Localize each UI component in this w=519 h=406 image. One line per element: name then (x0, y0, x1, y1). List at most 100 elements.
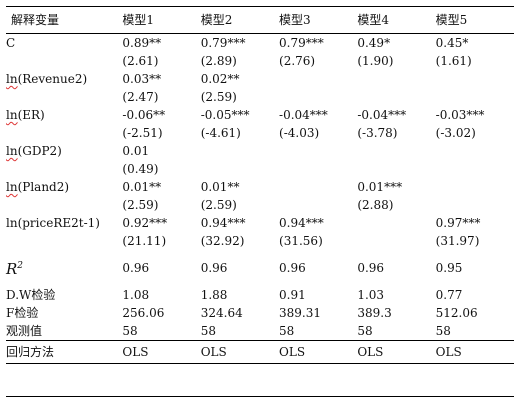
dw-cell: 1.88 (200, 288, 228, 302)
obs-cell: 58 (435, 324, 451, 338)
blank-label-cell (6, 196, 122, 214)
t-stat-cell: (2.61) (122, 54, 159, 68)
method-cell: OLS (435, 340, 514, 364)
r-squared-letter: R (6, 260, 18, 278)
variable-label-prefix: ln (6, 180, 18, 194)
variable-label-rest: (ER) (17, 108, 45, 122)
table-row: (0.49) (6, 160, 514, 178)
coefficient-cell: 0.49* (357, 36, 391, 50)
table-row: ln(Revenue2) 0.03** 0.02** (6, 70, 514, 88)
r-squared-cell: 0.96 (357, 261, 385, 275)
table-body: C 0.89** 0.79*** 0.79*** 0.49* 0.45* (2.61) (2.… (6, 34, 514, 364)
t-stat-cell (436, 196, 514, 214)
coefficient-cell: 0.01** (122, 180, 162, 194)
f-row: F检验 256.06 324.64 389.31 389.3 512.06 (6, 304, 514, 322)
coefficient-cell: -0.03*** (435, 108, 485, 122)
r-squared-row: R2 0.96 0.96 0.96 0.96 0.95 (6, 250, 514, 286)
t-stat-cell: (0.49) (122, 162, 159, 176)
coefficient-cell: 0.03** (122, 72, 162, 86)
variable-label: ln(ER) (6, 106, 122, 124)
table-row: ln(GDP2) 0.01 (6, 142, 514, 160)
variable-label: ln(Revenue2) (6, 70, 122, 88)
coefficient-cell: 0.02** (200, 72, 240, 86)
t-stat-cell: (2.59) (200, 90, 237, 104)
t-stat-cell: (32.92) (200, 234, 245, 248)
t-stat-cell (436, 160, 514, 178)
coefficient-cell: -0.05*** (200, 108, 250, 122)
variable-label-prefix: ln (6, 72, 18, 86)
table-row: ln(ER) -0.06** -0.05*** -0.04*** -0.04*** -0.… (6, 106, 514, 124)
variable-label: ln(Pland2) (6, 178, 122, 196)
method-label: 回归方法 (6, 340, 123, 364)
f-cell: 389.31 (279, 306, 322, 320)
coefficient-cell: 0.94*** (279, 216, 324, 230)
table-row: (2.61) (2.89) (2.76) (1.90) (1.61) (6, 52, 514, 70)
t-stat-cell: (-4.03) (279, 126, 320, 140)
f-label: F检验 (6, 306, 39, 320)
coefficient-cell: 0.92*** (122, 216, 168, 230)
coefficient-cell (279, 178, 357, 196)
t-stat-cell: (2.59) (200, 198, 237, 212)
header-model-3: 模型3 (279, 6, 358, 34)
coefficient-cell: 0.79*** (200, 36, 246, 50)
method-cell: OLS (122, 340, 201, 364)
t-stat-cell: (21.11) (122, 234, 167, 248)
f-cell: 324.64 (200, 306, 243, 320)
variable-label: ln(priceRE2t-1) (6, 216, 100, 230)
variable-label: ln(GDP2) (6, 142, 122, 160)
variable-label-rest: (GDP2) (17, 144, 62, 158)
blank-label-cell (6, 88, 122, 106)
t-stat-cell: (-3.78) (357, 126, 398, 140)
coefficient-cell (436, 70, 514, 88)
method-row: 回归方法 OLS OLS OLS OLS OLS (6, 340, 514, 364)
t-stat-cell: (1.90) (357, 54, 394, 68)
coefficient-cell: -0.06** (122, 108, 166, 122)
coefficient-cell (357, 214, 435, 232)
coefficient-cell: -0.04*** (279, 108, 328, 122)
f-cell: 389.3 (357, 306, 392, 320)
coefficient-cell (357, 142, 435, 160)
r-squared-cell: 0.96 (279, 261, 306, 275)
variable-label-prefix: ln (6, 108, 18, 122)
header-variable-label: 解释变量 (6, 6, 123, 34)
table-row: ln(Pland2) 0.01** 0.01** 0.01*** (6, 178, 514, 196)
dw-label: D.W检验 (6, 288, 56, 302)
method-cell: OLS (357, 340, 436, 364)
t-stat-cell (279, 196, 357, 214)
coefficient-cell: 0.89** (122, 36, 162, 50)
table-row: (21.11) (32.92) (31.56) (31.97) (6, 232, 514, 250)
t-stat-cell: (-3.02) (435, 126, 476, 140)
table-row: (-2.51) (-4.61) (-4.03) (-3.78) (-3.02) (6, 124, 514, 142)
dw-row: D.W检验 1.08 1.88 0.91 1.03 0.77 (6, 286, 514, 304)
coefficient-cell: 0.01** (200, 180, 240, 194)
coefficient-cell: 0.97*** (435, 216, 481, 230)
coefficient-cell (357, 70, 435, 88)
table-row: ln(priceRE2t-1) 0.92*** 0.94*** 0.94*** 0.97… (6, 214, 514, 232)
r-squared-cell: 0.95 (435, 261, 463, 275)
regression-table: 解释变量 模型1 模型2 模型3 模型4 模型5 C 0.89** 0.79*** 0… (6, 6, 514, 364)
blank-label-cell (6, 232, 122, 250)
header-model-4: 模型4 (357, 6, 436, 34)
obs-cell: 58 (200, 324, 216, 338)
t-stat-cell (436, 88, 514, 106)
t-stat-cell (279, 160, 357, 178)
coefficient-cell: -0.04*** (357, 108, 407, 122)
obs-cell: 58 (279, 324, 295, 338)
table-row: (2.59) (2.59) (2.88) (6, 196, 514, 214)
t-stat-cell: (2.59) (122, 198, 159, 212)
header-model-5: 模型5 (435, 6, 514, 34)
coefficient-cell: 0.79*** (279, 36, 324, 50)
blank-label-cell (6, 52, 122, 70)
table-row: (2.47) (2.59) (6, 88, 514, 106)
coefficient-cell: 0.01*** (357, 180, 403, 194)
t-stat-cell: (1.61) (435, 54, 472, 68)
bottom-rule (6, 396, 514, 397)
t-stat-cell (201, 160, 279, 178)
variable-label: C (6, 36, 16, 50)
variable-label-prefix: ln (6, 144, 18, 158)
r-squared-cell: 0.96 (200, 261, 228, 275)
coefficient-cell: 0.94*** (200, 216, 246, 230)
method-cell: OLS (200, 340, 280, 364)
table-header-row: 解释变量 模型1 模型2 模型3 模型4 模型5 (6, 6, 514, 34)
